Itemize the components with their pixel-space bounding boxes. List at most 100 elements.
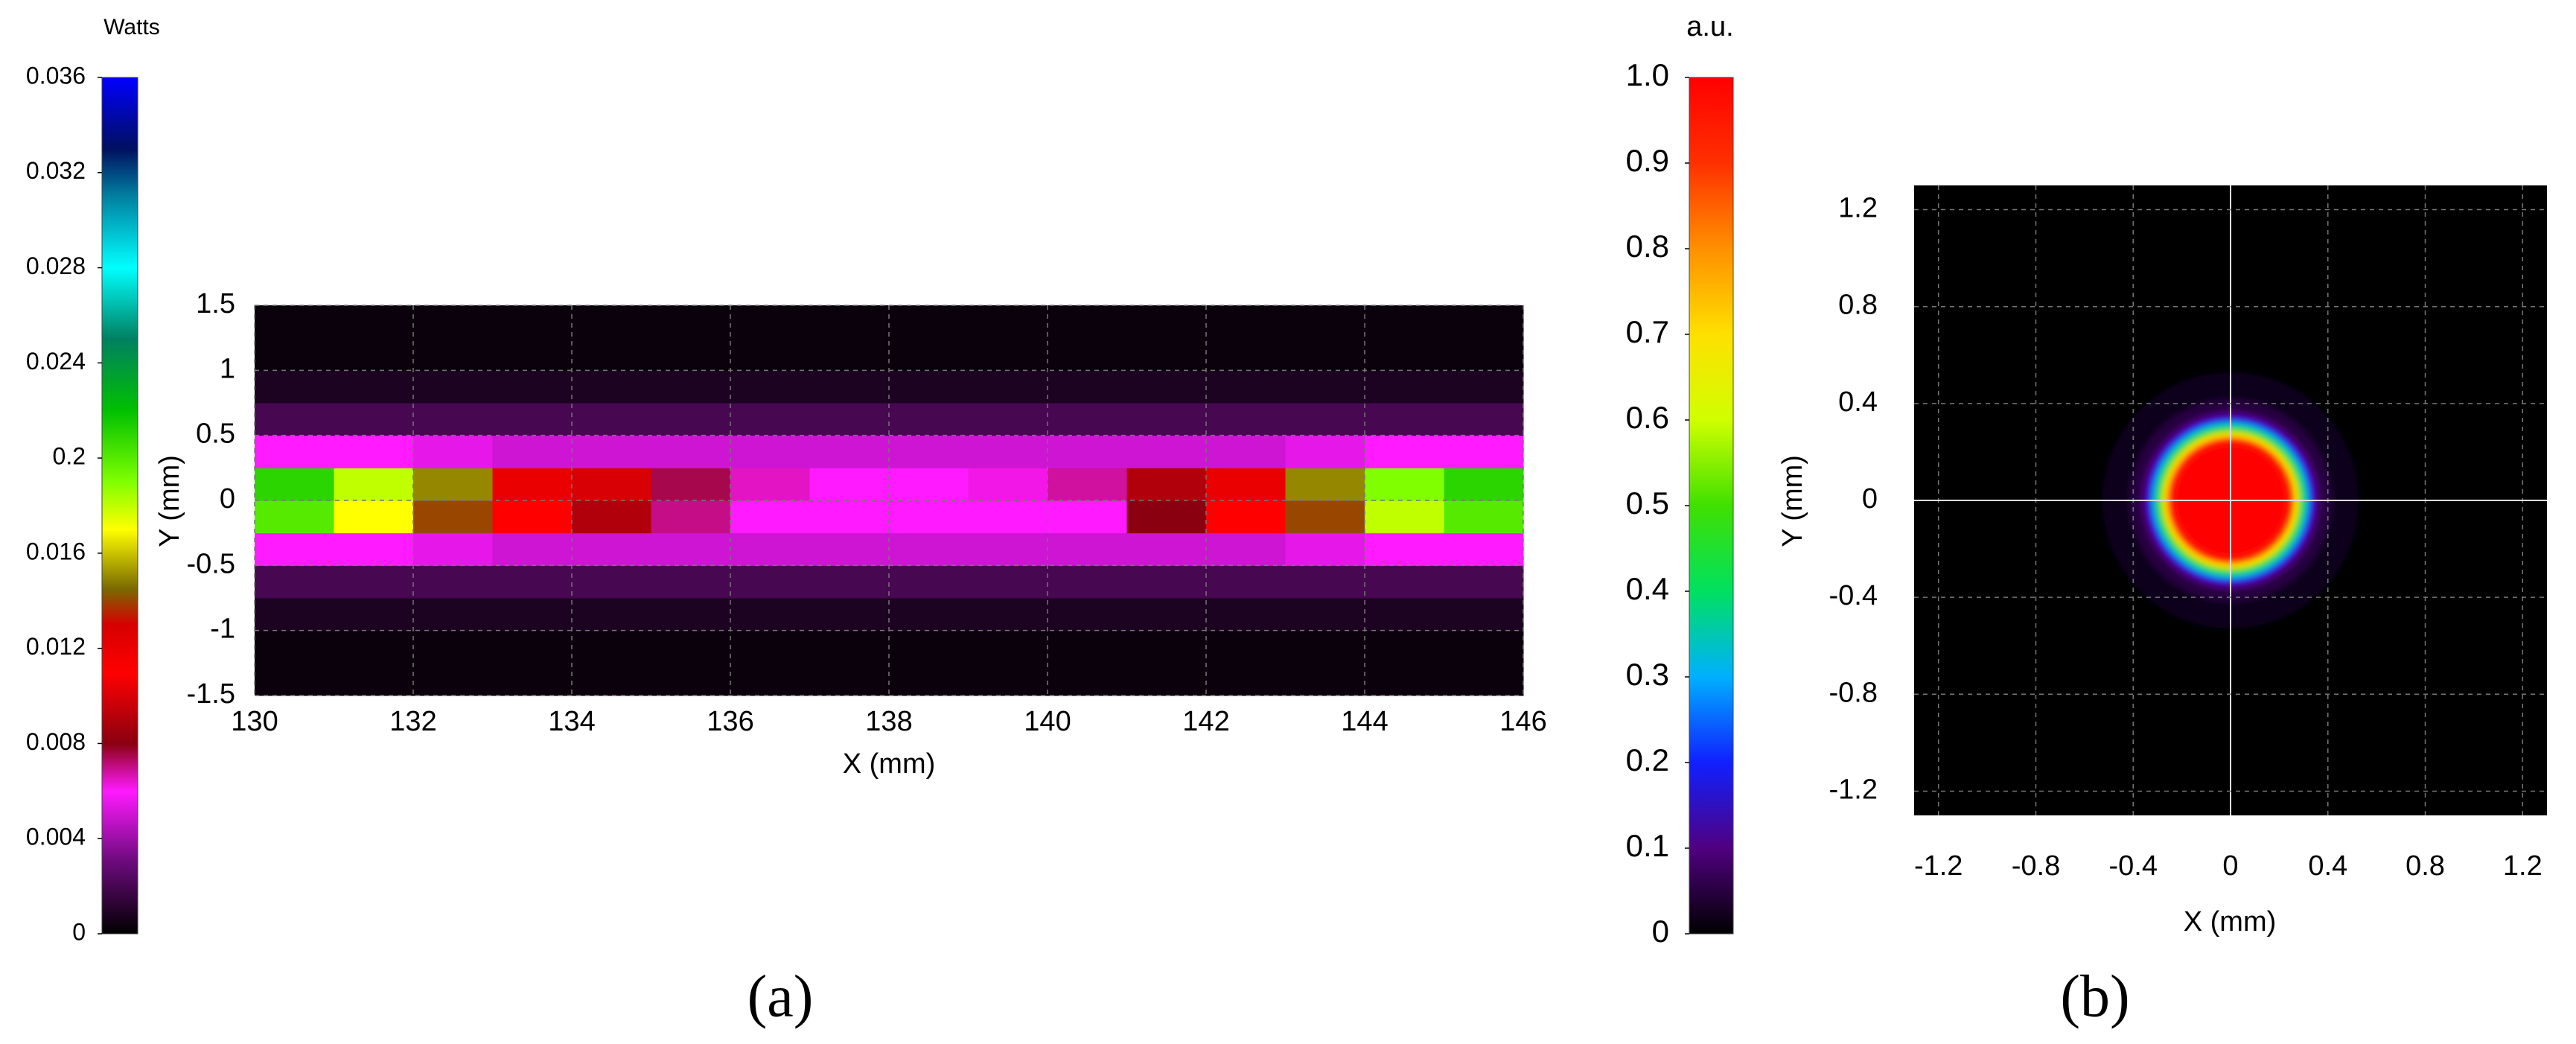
heatmap-cell bbox=[1206, 532, 1286, 566]
heatmap-cell bbox=[1126, 435, 1207, 468]
x-tick-label: 134 bbox=[548, 706, 595, 737]
heatmap-cell bbox=[255, 435, 334, 468]
y-tick-label: 0 bbox=[1862, 483, 1878, 515]
heatmap-cell bbox=[889, 305, 969, 339]
heatmap-cell bbox=[968, 305, 1048, 339]
y-tick-label: -1.2 bbox=[1829, 774, 1878, 805]
colorbar-tick-label: 1.0 bbox=[1626, 57, 1669, 92]
colorbar-tick-label: 0.9 bbox=[1626, 143, 1669, 178]
heatmap-cell bbox=[889, 337, 969, 371]
heatmap-cell bbox=[572, 663, 651, 696]
heatmap-cell bbox=[492, 663, 573, 696]
heatmap-cell bbox=[1444, 630, 1524, 663]
heatmap-cell bbox=[1365, 468, 1444, 501]
heatmap-cell bbox=[968, 403, 1048, 436]
heatmap-cell bbox=[651, 598, 731, 631]
heatmap-cell bbox=[730, 500, 810, 534]
heatmap-cell bbox=[1206, 565, 1286, 599]
heatmap-cell bbox=[492, 598, 573, 631]
heatmap-cell bbox=[730, 598, 810, 631]
heatmap-cell bbox=[1126, 370, 1207, 404]
heatmap-cell bbox=[809, 337, 890, 371]
colorbar-tick-label: 0.028 bbox=[26, 252, 86, 279]
heatmap-cell bbox=[255, 565, 334, 599]
colorbar-tick-label: 0.1 bbox=[1626, 828, 1669, 863]
heatmap-cell bbox=[492, 337, 573, 371]
heatmap-cell bbox=[334, 500, 414, 534]
heatmap-cell bbox=[1285, 435, 1365, 468]
heatmap-cell bbox=[809, 370, 890, 404]
x-tick-label: 0.4 bbox=[2308, 850, 2347, 882]
heatmap-cell bbox=[1365, 403, 1444, 436]
x-tick-label: 0.8 bbox=[2406, 850, 2445, 882]
colorbar-tick-label: 0.024 bbox=[26, 348, 86, 375]
heatmap-cell bbox=[1048, 435, 1127, 468]
heatmap-cell bbox=[730, 565, 810, 599]
heatmap-cell bbox=[492, 630, 573, 663]
heatmap-cell bbox=[1126, 500, 1207, 534]
heatmap-cell bbox=[1444, 565, 1524, 599]
heatmap-cell bbox=[1126, 630, 1207, 663]
heatmap-cell bbox=[572, 630, 651, 663]
heatmap-cell bbox=[413, 305, 493, 339]
heatmap-cell bbox=[1444, 500, 1524, 534]
heatmap-cell bbox=[889, 630, 969, 663]
heatmap-cell bbox=[492, 305, 573, 339]
heatmap-cell bbox=[334, 598, 414, 631]
heatmap-cell bbox=[1444, 403, 1524, 436]
heatmap-cell bbox=[809, 500, 890, 534]
heatmap-cell bbox=[1365, 305, 1444, 339]
heatmap-cell bbox=[1444, 305, 1524, 339]
heatmap-cell bbox=[492, 403, 573, 436]
colorbar-tick-label: 0.036 bbox=[26, 62, 86, 89]
colorbar-tick-label: 0.8 bbox=[1626, 229, 1669, 264]
heatmap-cell bbox=[413, 403, 493, 436]
heatmap-cell bbox=[1206, 370, 1286, 404]
heatmap-cell bbox=[809, 565, 890, 599]
heatmap-cell bbox=[413, 370, 493, 404]
x-axis-label: X (mm) bbox=[2184, 906, 2277, 938]
heatmap-cell bbox=[1365, 500, 1444, 534]
heatmap-cell bbox=[413, 598, 493, 631]
heatmap-cell bbox=[572, 337, 651, 371]
y-tick-label: 0.5 bbox=[196, 418, 235, 450]
heatmap-cell bbox=[809, 305, 890, 339]
heatmap-cell bbox=[1444, 468, 1524, 501]
colorbar-tick-label: 0.2 bbox=[1626, 742, 1669, 777]
heatmap-cell bbox=[651, 565, 731, 599]
heatmap-cell bbox=[730, 435, 810, 468]
heatmap-cell bbox=[730, 305, 810, 339]
heatmap-cell bbox=[334, 468, 414, 501]
heatmap-cell bbox=[492, 435, 573, 468]
heatmap-cell bbox=[1206, 403, 1286, 436]
heatmap-cell bbox=[1048, 403, 1127, 436]
heatmap-cell bbox=[334, 403, 414, 436]
heatmap-cell bbox=[730, 337, 810, 371]
heatmap-cell bbox=[1285, 663, 1365, 696]
heatmap-cell bbox=[572, 532, 651, 566]
heatmap-cell bbox=[1285, 565, 1365, 599]
heatmap-cell bbox=[572, 565, 651, 599]
heatmap-cell bbox=[1206, 468, 1286, 501]
heatmap-cell bbox=[1048, 598, 1127, 631]
heatmap-cell bbox=[413, 630, 493, 663]
heatmap-cell bbox=[492, 370, 573, 404]
heatmap-cell bbox=[334, 370, 414, 404]
y-tick-label: -0.8 bbox=[1829, 677, 1878, 708]
heatmap-cell bbox=[1365, 598, 1444, 631]
heatmap-cell bbox=[255, 468, 334, 501]
heatmap-cell bbox=[334, 337, 414, 371]
heatmap-cell bbox=[1048, 305, 1127, 339]
heatmap-cell bbox=[413, 532, 493, 566]
heatmap-cell bbox=[651, 435, 731, 468]
y-tick-label: -0.5 bbox=[187, 548, 235, 579]
caption: (b) bbox=[2060, 964, 2129, 1029]
heatmap-cell bbox=[1285, 532, 1365, 566]
y-tick-label: 1.5 bbox=[196, 288, 235, 319]
x-tick-label: 0 bbox=[2222, 850, 2238, 882]
heatmap-cell bbox=[809, 403, 890, 436]
heatmap-cell bbox=[1048, 468, 1127, 501]
y-tick-label: 0.4 bbox=[1838, 386, 1878, 418]
heatmap-cell bbox=[492, 565, 573, 599]
